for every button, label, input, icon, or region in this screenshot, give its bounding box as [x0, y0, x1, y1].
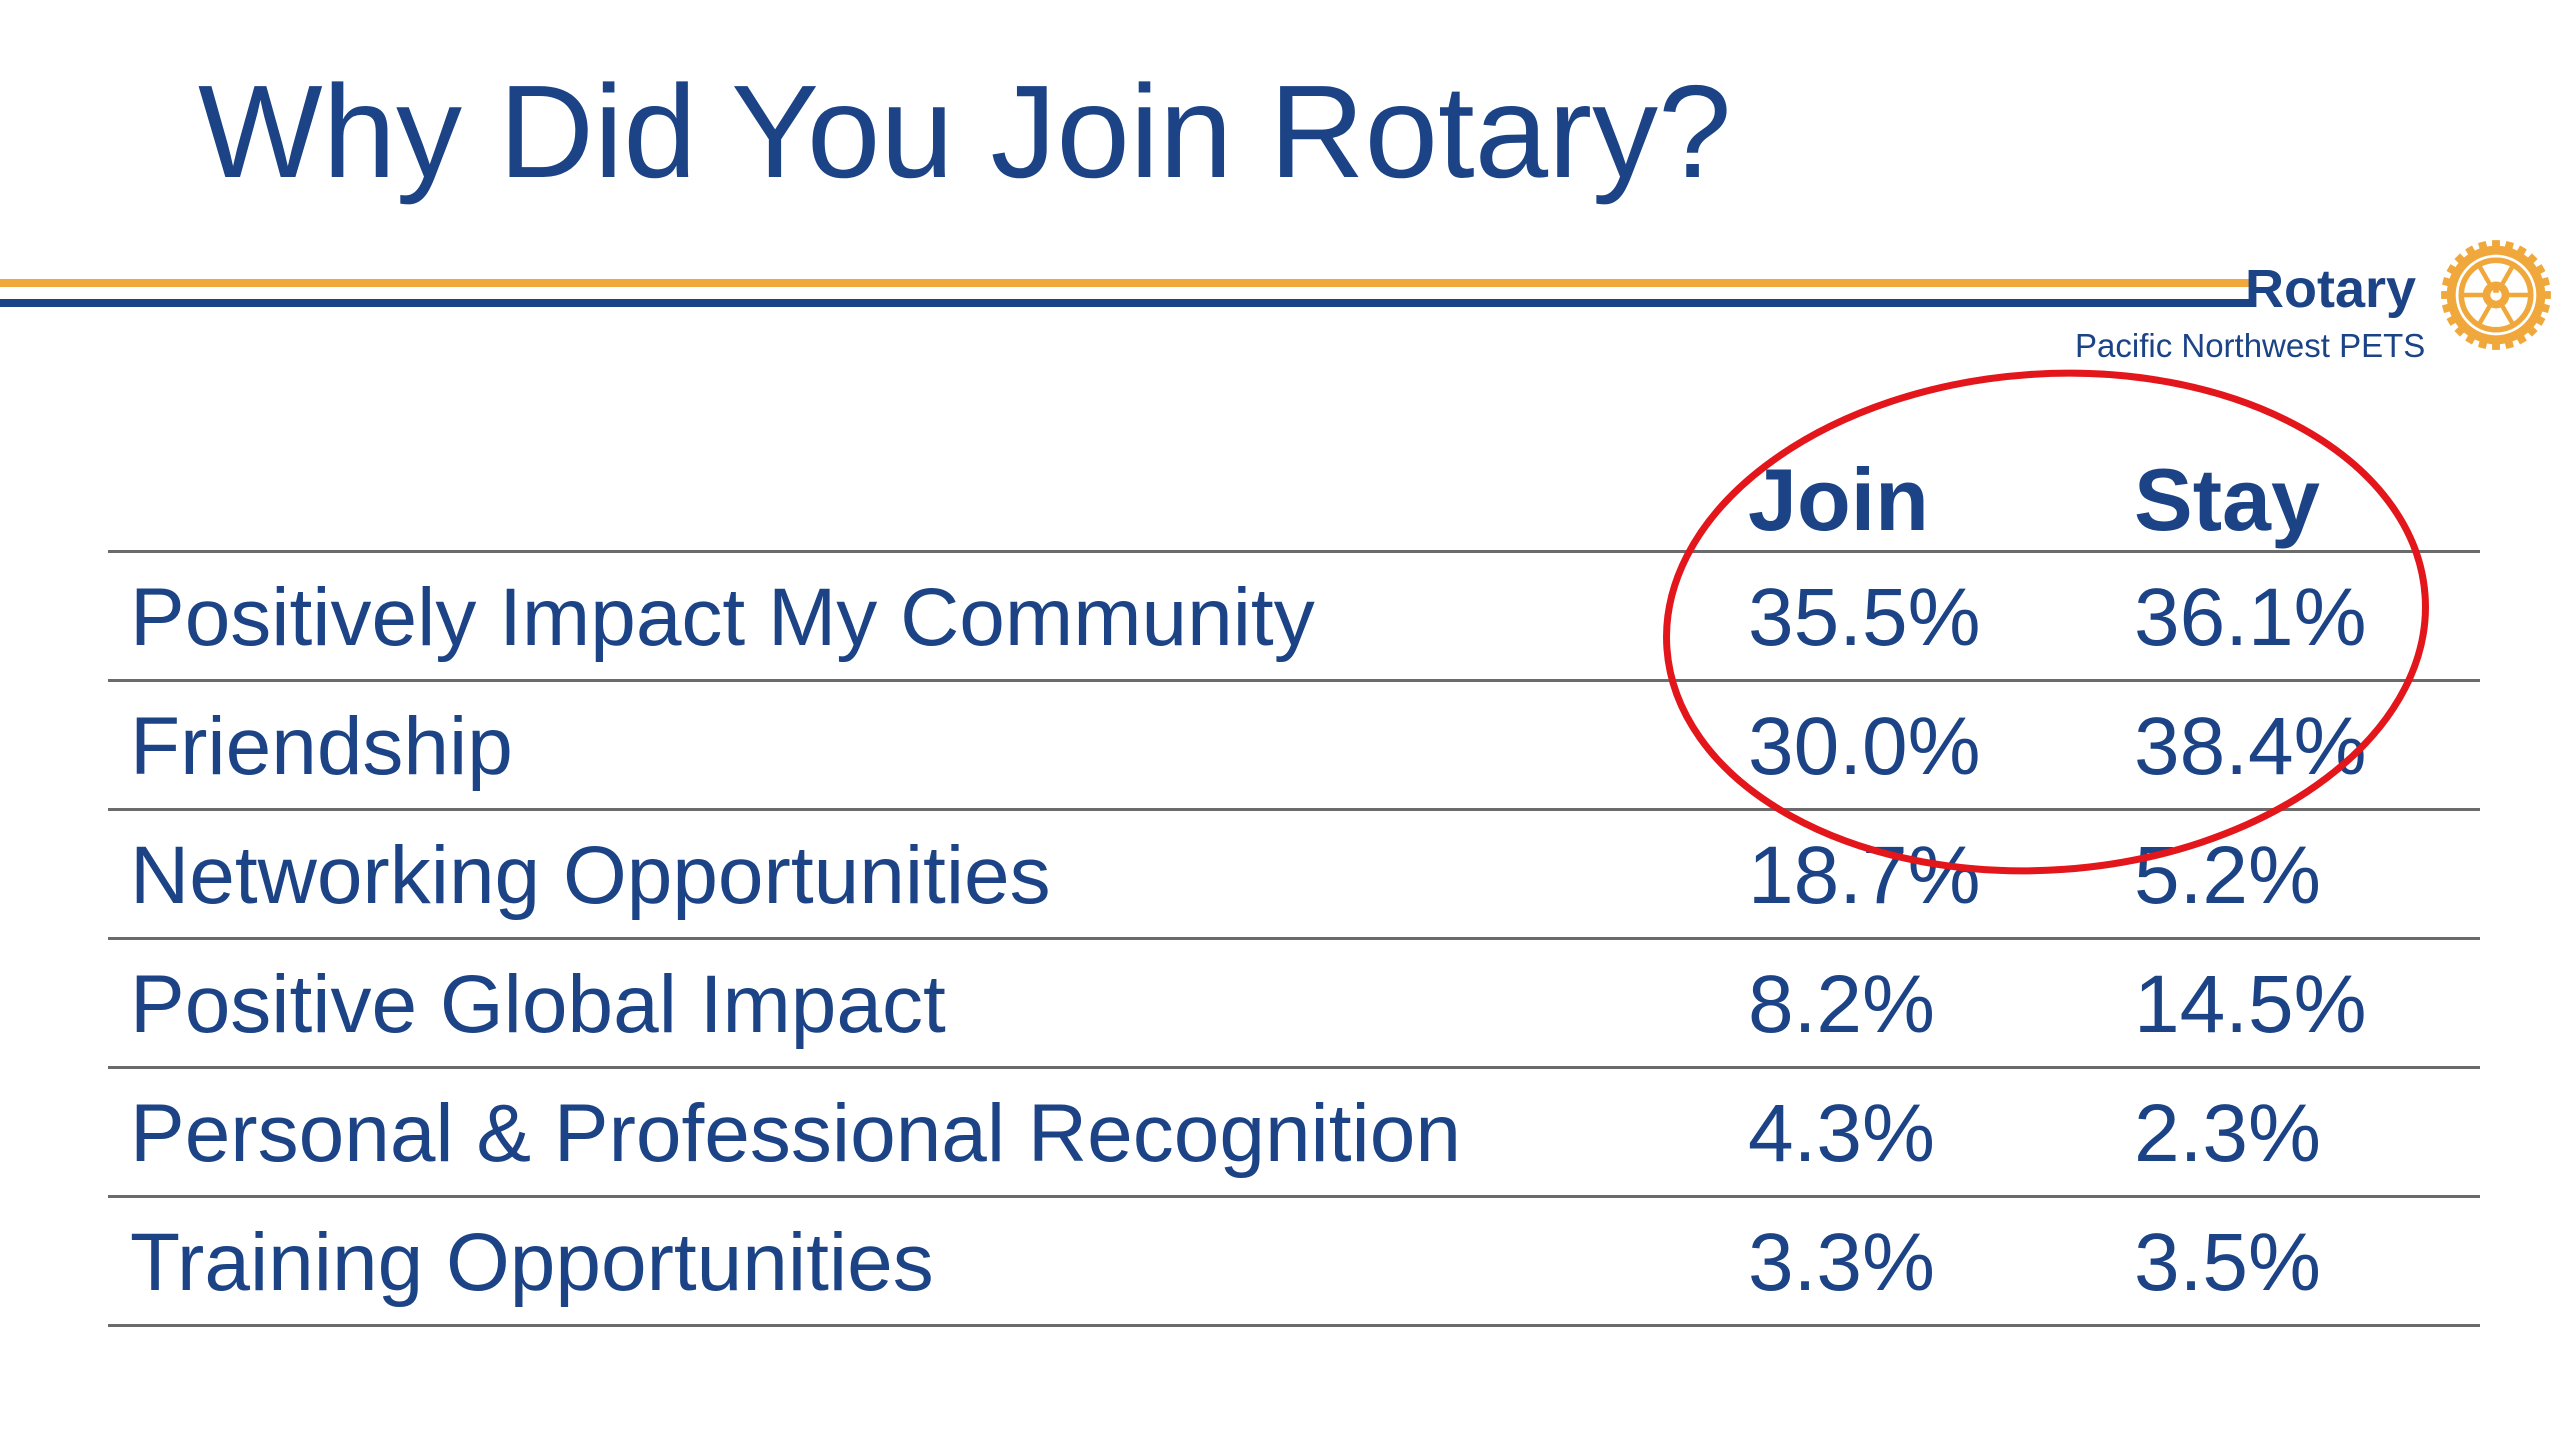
slide-title: Why Did You Join Rotary?: [198, 58, 1732, 205]
row-divider: [108, 808, 2480, 811]
table-row: Networking Opportunities 18.7% 5.2%: [108, 811, 2480, 937]
row-label: Friendship: [130, 701, 513, 792]
stay-column-header: Stay: [2134, 450, 2320, 549]
row-divider: [108, 1324, 2480, 1327]
join-value: 18.7%: [1748, 830, 1981, 921]
row-divider: [108, 1066, 2480, 1069]
row-divider: [108, 550, 2480, 553]
stay-value: 36.1%: [2134, 572, 2367, 663]
stay-value: 3.5%: [2134, 1217, 2321, 1308]
table-row: Friendship 30.0% 38.4%: [108, 682, 2480, 808]
row-label: Positively Impact My Community: [130, 572, 1315, 663]
row-divider: [108, 1195, 2480, 1198]
row-divider: [108, 679, 2480, 682]
join-value: 30.0%: [1748, 701, 1981, 792]
row-label: Positive Global Impact: [130, 959, 946, 1050]
row-label: Networking Opportunities: [130, 830, 1051, 921]
table-row: Personal & Professional Recognition 4.3%…: [108, 1069, 2480, 1195]
rotary-wheel-icon: [2441, 240, 2551, 350]
logo-subtitle: Pacific Northwest PETS: [2075, 327, 2426, 364]
blue-divider: [0, 299, 2250, 307]
rotary-wordmark: Rotary: [2245, 259, 2417, 319]
reasons-table: Join Stay Positively Impact My Community…: [108, 420, 2480, 1327]
join-value: 3.3%: [1748, 1217, 1935, 1308]
row-label: Training Opportunities: [130, 1217, 934, 1308]
stay-value: 14.5%: [2134, 959, 2367, 1050]
join-value: 4.3%: [1748, 1088, 1935, 1179]
join-value: 35.5%: [1748, 572, 1981, 663]
stay-value: 38.4%: [2134, 701, 2367, 792]
table-header: Join Stay: [108, 420, 2480, 550]
stay-value: 2.3%: [2134, 1088, 2321, 1179]
row-divider: [108, 937, 2480, 940]
table-row: Positive Global Impact 8.2% 14.5%: [108, 940, 2480, 1066]
table-row: Training Opportunities 3.3% 3.5%: [108, 1198, 2480, 1324]
gold-divider: [0, 279, 2250, 287]
join-value: 8.2%: [1748, 959, 1935, 1050]
table-row: Positively Impact My Community 35.5% 36.…: [108, 553, 2480, 679]
row-label: Personal & Professional Recognition: [130, 1088, 1461, 1179]
stay-value: 5.2%: [2134, 830, 2321, 921]
join-column-header: Join: [1748, 450, 1929, 549]
